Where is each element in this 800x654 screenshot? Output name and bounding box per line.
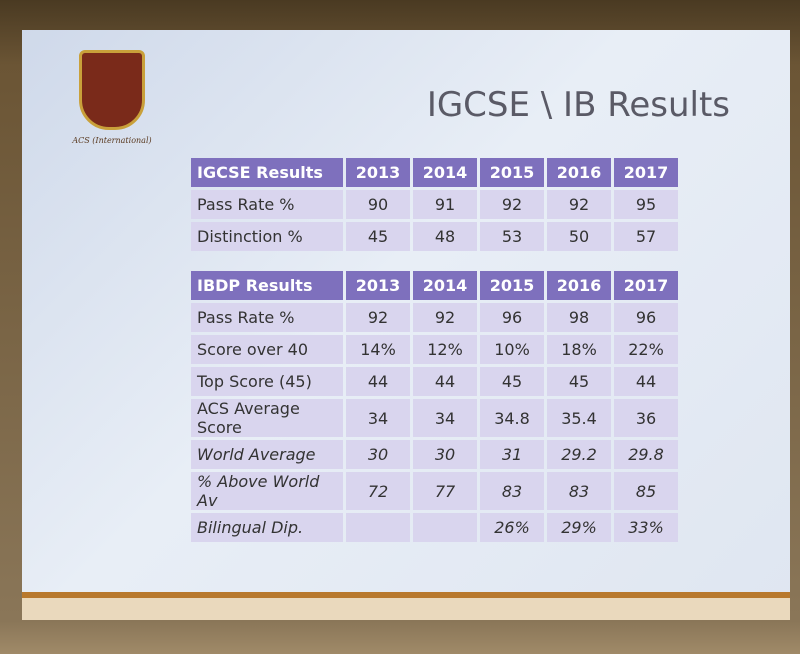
table-row: Top Score (45) 44 44 45 45 44 (191, 367, 678, 396)
cell: 91 (413, 190, 477, 219)
header-row: IBDP Results 2013 2014 2015 2016 2017 (191, 271, 678, 300)
row-label: Top Score (45) (191, 367, 343, 396)
header-cell: IGCSE Results (191, 158, 343, 187)
row-label: Distinction % (191, 222, 343, 251)
cell: 10% (480, 335, 544, 364)
table-row: % Above World Av 72 77 83 83 85 (191, 472, 678, 510)
igcse-table: IGCSE Results 2013 2014 2015 2016 2017 Pass Ra… (188, 155, 681, 254)
cell: 34 (346, 399, 410, 437)
header-cell: 2013 (346, 158, 410, 187)
ibdp-table: IBDP Results 2013 2014 2015 2016 2017 Pass Rat… (188, 268, 681, 545)
cell: 29.8 (614, 440, 678, 469)
cell: 44 (413, 367, 477, 396)
table-head: IBDP Results 2013 2014 2015 2016 2017 (191, 271, 678, 300)
row-label: Bilingual Dip. (191, 513, 343, 542)
logo-shield (79, 50, 145, 130)
table-row: Distinction % 45 48 53 50 57 (191, 222, 678, 251)
logo: ACS (International) (67, 50, 157, 145)
cell: 96 (614, 303, 678, 332)
header-cell: 2015 (480, 271, 544, 300)
cell (413, 513, 477, 542)
cell: 45 (480, 367, 544, 396)
slide-band (22, 592, 790, 598)
table-body: Pass Rate % 92 92 96 98 96 Score over 40 14% 12%… (191, 303, 678, 542)
table-row: Bilingual Dip. 26% 29% 33% (191, 513, 678, 542)
cell: 92 (346, 303, 410, 332)
table-row: Pass Rate % 92 92 96 98 96 (191, 303, 678, 332)
cell: 45 (547, 367, 611, 396)
header-row: IGCSE Results 2013 2014 2015 2016 2017 (191, 158, 678, 187)
cell: 18% (547, 335, 611, 364)
row-label: Score over 40 (191, 335, 343, 364)
header-cell: 2017 (614, 271, 678, 300)
header-cell: IBDP Results (191, 271, 343, 300)
cell: 44 (346, 367, 410, 396)
table-row: World Average 30 30 31 29.2 29.8 (191, 440, 678, 469)
cell: 77 (413, 472, 477, 510)
table-row: Score over 40 14% 12% 10% 18% 22% (191, 335, 678, 364)
header-cell: 2016 (547, 271, 611, 300)
header-cell: 2017 (614, 158, 678, 187)
table-body: Pass Rate % 90 91 92 92 95 Distinction % 45 48 53… (191, 190, 678, 251)
row-label: Pass Rate % (191, 303, 343, 332)
cell: 53 (480, 222, 544, 251)
cell: 36 (614, 399, 678, 437)
cell: 44 (614, 367, 678, 396)
header-cell: 2016 (547, 158, 611, 187)
cell: 30 (346, 440, 410, 469)
cell: 92 (547, 190, 611, 219)
logo-caption: ACS (International) (72, 136, 152, 145)
cell: 85 (614, 472, 678, 510)
cell: 72 (346, 472, 410, 510)
slide-title: IGCSE \ IB Results (426, 85, 730, 125)
header-cell: 2014 (413, 271, 477, 300)
cell: 14% (346, 335, 410, 364)
row-label: ACS Average Score (191, 399, 343, 437)
row-label: Pass Rate % (191, 190, 343, 219)
cell: 83 (547, 472, 611, 510)
cell: 96 (480, 303, 544, 332)
cell: 31 (480, 440, 544, 469)
cell: 29.2 (547, 440, 611, 469)
cell: 12% (413, 335, 477, 364)
header-cell: 2015 (480, 158, 544, 187)
cell: 92 (413, 303, 477, 332)
table-row: ACS Average Score 34 34 34.8 35.4 36 (191, 399, 678, 437)
cell: 45 (346, 222, 410, 251)
cell: 22% (614, 335, 678, 364)
cell: 35.4 (547, 399, 611, 437)
cell: 33% (614, 513, 678, 542)
cell: 98 (547, 303, 611, 332)
row-label: World Average (191, 440, 343, 469)
table-head: IGCSE Results 2013 2014 2015 2016 2017 (191, 158, 678, 187)
cell: 95 (614, 190, 678, 219)
header-cell: 2013 (346, 271, 410, 300)
cell: 50 (547, 222, 611, 251)
row-label: % Above World Av (191, 472, 343, 510)
cell: 30 (413, 440, 477, 469)
slide-footer (22, 598, 790, 620)
cell (346, 513, 410, 542)
cell: 83 (480, 472, 544, 510)
table-row: Pass Rate % 90 91 92 92 95 (191, 190, 678, 219)
cell: 57 (614, 222, 678, 251)
slide: ACS (International) IGCSE \ IB Results I… (22, 30, 790, 620)
cell: 34.8 (480, 399, 544, 437)
cell: 34 (413, 399, 477, 437)
cell: 48 (413, 222, 477, 251)
cell: 29% (547, 513, 611, 542)
header-cell: 2014 (413, 158, 477, 187)
cell: 26% (480, 513, 544, 542)
cell: 92 (480, 190, 544, 219)
cell: 90 (346, 190, 410, 219)
